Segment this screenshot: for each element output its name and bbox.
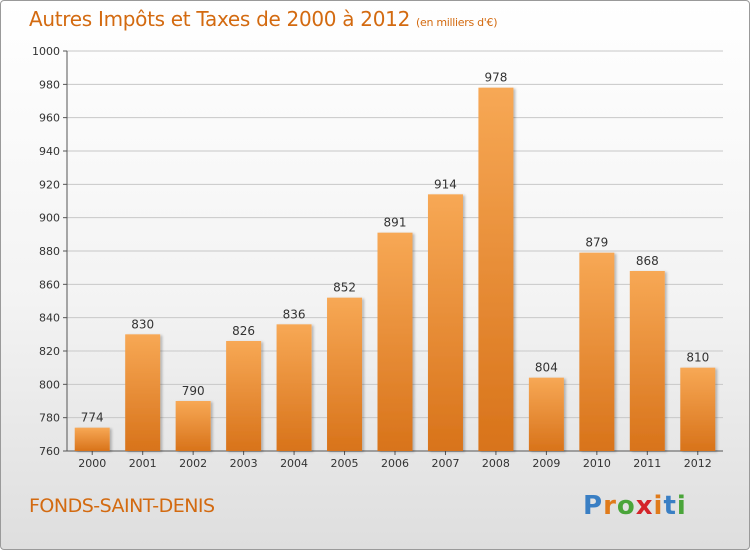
bar-2004	[276, 324, 312, 451]
y-tick-label: 900	[39, 212, 60, 225]
bar-2005	[327, 297, 363, 451]
title-text: Autres Impôts et Taxes de 2000 à 2012	[29, 7, 410, 31]
bar-2012	[680, 367, 716, 451]
bar-2007	[427, 194, 463, 452]
bar-2002	[175, 401, 211, 451]
data-label: 804	[535, 361, 558, 375]
data-label: 826	[232, 324, 255, 338]
bar-2006	[377, 232, 413, 451]
y-tick-label: 760	[39, 445, 60, 458]
y-tick-label: 860	[39, 278, 60, 291]
bar-2001	[125, 334, 161, 451]
x-tick-label: 2010	[583, 457, 611, 470]
data-label: 774	[81, 411, 104, 425]
x-tick-label: 2011	[633, 457, 661, 470]
y-tick-label: 920	[39, 178, 60, 191]
bar-2000	[74, 427, 110, 451]
x-tick-label: 2008	[482, 457, 510, 470]
bar-2010	[579, 252, 615, 451]
bar-2011	[629, 271, 665, 451]
data-label: 830	[131, 317, 154, 331]
logo-letter: P	[583, 491, 604, 521]
logo-letter: x	[635, 491, 654, 521]
x-tick-label: 2003	[230, 457, 258, 470]
logo-letter: t	[663, 491, 677, 521]
data-label: 836	[283, 307, 306, 321]
y-tick-label: 780	[39, 412, 60, 425]
y-tick-label: 960	[39, 112, 60, 125]
data-label: 978	[484, 71, 507, 85]
proxiti-logo[interactable]: Proxiti	[583, 491, 687, 521]
y-tick-label: 800	[39, 378, 60, 391]
logo-letter: r	[603, 491, 617, 521]
bars	[74, 87, 716, 452]
x-tick-label: 2009	[532, 457, 560, 470]
data-label: 868	[636, 254, 659, 268]
x-tick-label: 2006	[381, 457, 409, 470]
x-tick-label: 2007	[431, 457, 459, 470]
title-unit: (en milliers d'€)	[416, 16, 498, 29]
data-label: 891	[384, 216, 407, 230]
x-tick-label: 2001	[129, 457, 157, 470]
y-tick-label: 840	[39, 312, 60, 325]
bar-2003	[226, 341, 262, 451]
logo-letter: i	[653, 491, 664, 521]
data-label: 879	[585, 236, 608, 250]
commune-name: FONDS-SAINT-DENIS	[29, 495, 215, 517]
y-tick-label: 880	[39, 245, 60, 258]
x-tick-label: 2000	[78, 457, 106, 470]
x-tick-label: 2005	[331, 457, 359, 470]
labels: 760 780 800 820 840 860 880 900 920 940 960 980 1000…	[32, 45, 712, 470]
data-label: 852	[333, 281, 356, 295]
y-tick-label: 980	[39, 78, 60, 91]
data-label: 810	[686, 351, 709, 365]
logo-letter: o	[616, 491, 636, 521]
y-tick-label: 820	[39, 345, 60, 358]
y-tick-label: 940	[39, 145, 60, 158]
bar-2008	[478, 87, 514, 452]
x-tick-label: 2004	[280, 457, 308, 470]
bar-2009	[528, 377, 564, 451]
x-tick-label: 2012	[684, 457, 712, 470]
x-tick-label: 2002	[179, 457, 207, 470]
chart-title: Autres Impôts et Taxes de 2000 à 2012 (en…	[29, 7, 497, 31]
logo-letter: i	[676, 491, 687, 521]
data-label: 790	[182, 384, 205, 398]
data-label: 914	[434, 177, 457, 191]
y-tick-label: 1000	[32, 45, 60, 58]
